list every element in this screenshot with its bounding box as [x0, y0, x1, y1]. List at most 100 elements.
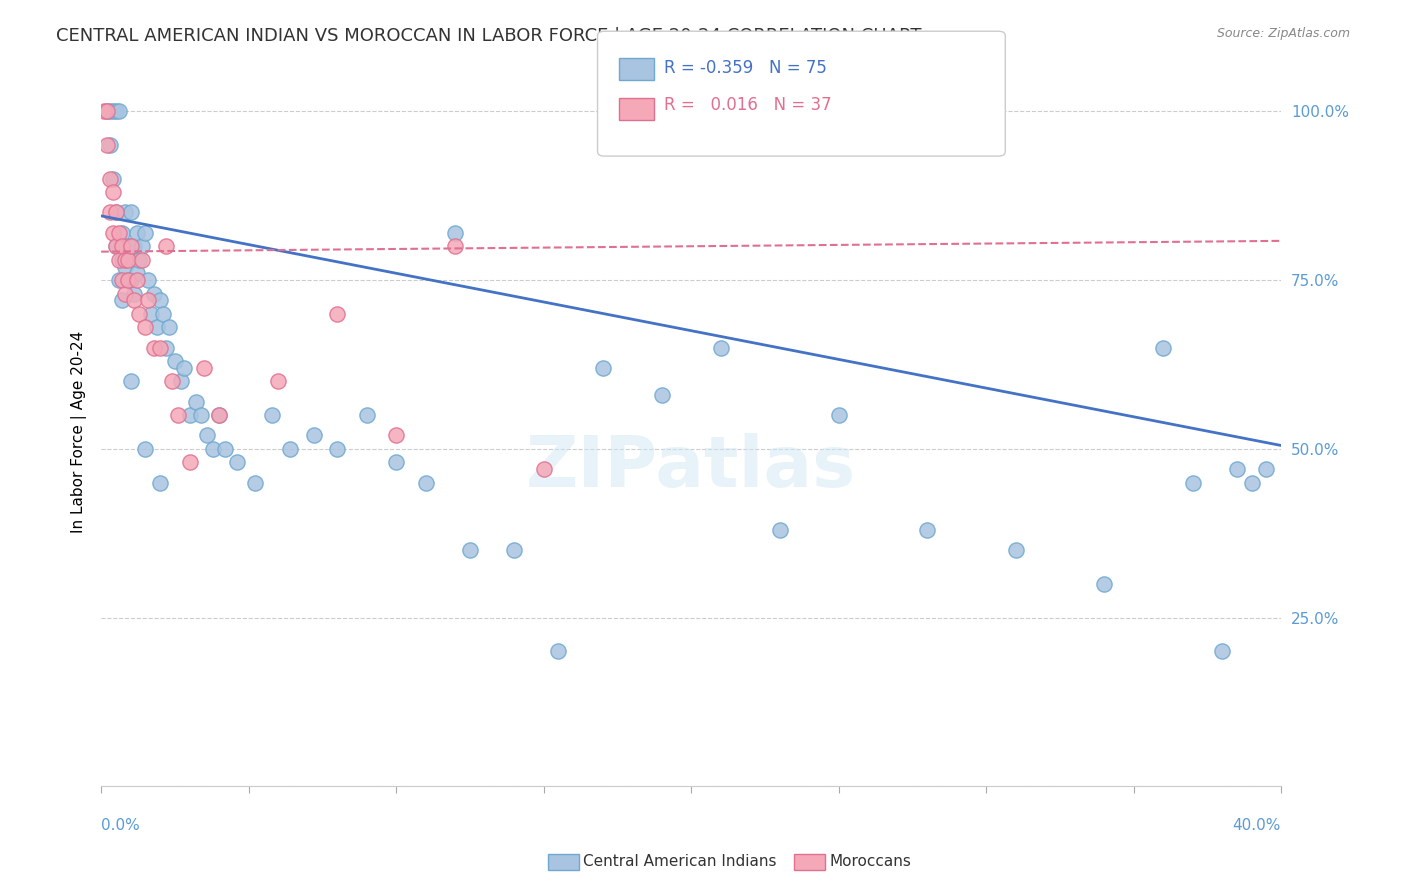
- Point: [96, 138, 118, 153]
- Point: [267, 374, 290, 388]
- Point: [125, 226, 148, 240]
- Point: [651, 388, 673, 402]
- Point: [101, 186, 124, 200]
- Text: Central American Indians: Central American Indians: [583, 855, 778, 869]
- Point: [120, 374, 142, 388]
- Point: [179, 408, 201, 422]
- Point: [98, 171, 121, 186]
- Point: [125, 273, 148, 287]
- Text: CENTRAL AMERICAN INDIAN VS MOROCCAN IN LABOR FORCE | AGE 20-24 CORRELATION CHART: CENTRAL AMERICAN INDIAN VS MOROCCAN IN L…: [56, 27, 922, 45]
- Point: [152, 307, 174, 321]
- Point: [136, 293, 159, 308]
- Point: [122, 239, 145, 253]
- Point: [243, 475, 266, 490]
- Point: [533, 462, 555, 476]
- Point: [710, 341, 733, 355]
- Point: [104, 205, 127, 219]
- Point: [385, 455, 408, 469]
- Point: [108, 273, 131, 287]
- Point: [117, 273, 139, 287]
- Point: [184, 394, 207, 409]
- Point: [356, 408, 378, 422]
- Point: [208, 408, 231, 422]
- Point: [1152, 341, 1174, 355]
- Point: [93, 104, 115, 119]
- Point: [96, 104, 118, 119]
- Text: 0.0%: 0.0%: [101, 818, 139, 833]
- Point: [117, 273, 139, 287]
- Point: [98, 138, 121, 153]
- Point: [128, 252, 150, 267]
- Point: [134, 320, 156, 334]
- Point: [134, 442, 156, 456]
- Point: [120, 273, 142, 287]
- Point: [117, 239, 139, 253]
- Point: [326, 442, 349, 456]
- Text: Moroccans: Moroccans: [830, 855, 911, 869]
- Point: [157, 320, 180, 334]
- Point: [458, 543, 481, 558]
- Point: [1181, 475, 1204, 490]
- Y-axis label: In Labor Force | Age 20-24: In Labor Force | Age 20-24: [72, 331, 87, 533]
- Point: [302, 428, 325, 442]
- Point: [96, 104, 118, 119]
- Point: [592, 360, 614, 375]
- Point: [547, 644, 569, 658]
- Point: [111, 239, 134, 253]
- Point: [101, 171, 124, 186]
- Point: [101, 226, 124, 240]
- Point: [1226, 462, 1249, 476]
- Point: [104, 205, 127, 219]
- Point: [114, 205, 136, 219]
- Point: [173, 360, 195, 375]
- Point: [149, 475, 172, 490]
- Text: ZIPatlas: ZIPatlas: [526, 433, 856, 502]
- Point: [117, 252, 139, 267]
- Point: [262, 408, 284, 422]
- Point: [444, 226, 467, 240]
- Point: [114, 260, 136, 274]
- Point: [143, 341, 166, 355]
- Point: [149, 293, 172, 308]
- Point: [278, 442, 301, 456]
- Point: [915, 523, 938, 537]
- Point: [120, 239, 142, 253]
- Point: [120, 205, 142, 219]
- Point: [179, 455, 201, 469]
- Point: [149, 341, 172, 355]
- Point: [125, 266, 148, 280]
- Point: [1256, 462, 1278, 476]
- Text: R = -0.359   N = 75: R = -0.359 N = 75: [664, 59, 827, 77]
- Point: [1211, 644, 1233, 658]
- Point: [128, 307, 150, 321]
- Point: [1092, 577, 1115, 591]
- Point: [98, 104, 121, 119]
- Point: [114, 286, 136, 301]
- Point: [146, 320, 169, 334]
- Point: [195, 428, 218, 442]
- Text: R =   0.016   N = 37: R = 0.016 N = 37: [664, 96, 831, 114]
- Point: [111, 293, 134, 308]
- Point: [444, 239, 467, 253]
- Point: [326, 307, 349, 321]
- Point: [385, 428, 408, 442]
- Point: [122, 293, 145, 308]
- Point: [155, 341, 177, 355]
- Point: [193, 360, 215, 375]
- Point: [108, 226, 131, 240]
- Point: [415, 475, 437, 490]
- Point: [163, 354, 186, 368]
- Point: [111, 252, 134, 267]
- Point: [170, 374, 193, 388]
- Point: [108, 252, 131, 267]
- Point: [134, 226, 156, 240]
- Point: [101, 104, 124, 119]
- Point: [202, 442, 225, 456]
- Point: [131, 239, 153, 253]
- Point: [114, 252, 136, 267]
- Text: 40.0%: 40.0%: [1233, 818, 1281, 833]
- Point: [1240, 475, 1263, 490]
- Point: [104, 239, 127, 253]
- Point: [131, 252, 153, 267]
- Point: [143, 286, 166, 301]
